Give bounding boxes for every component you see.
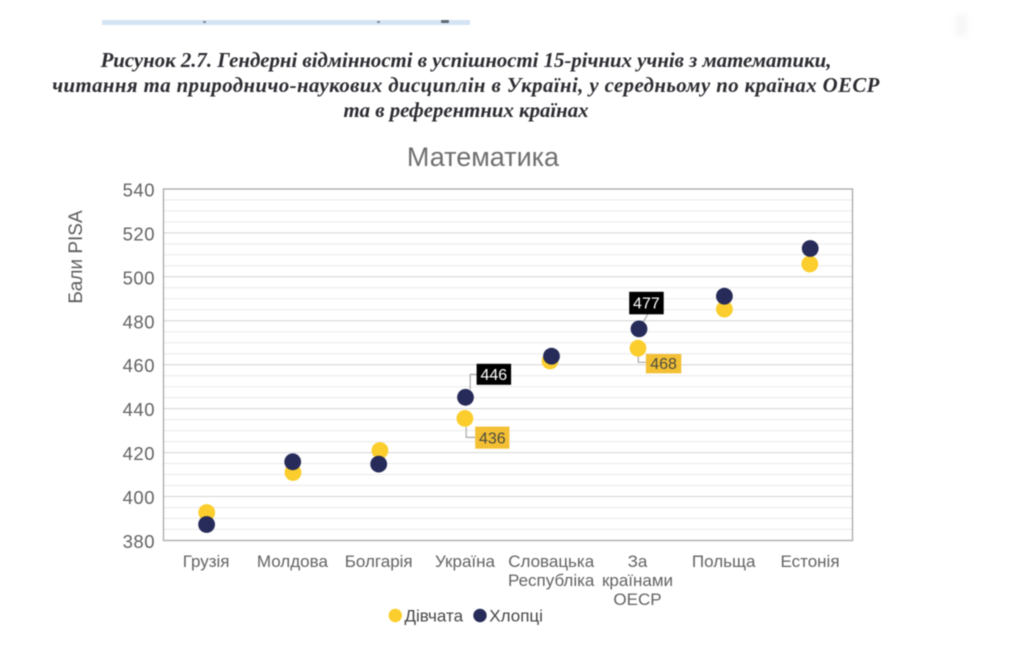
svg-text:420: 420 xyxy=(123,443,155,464)
svg-text:540: 540 xyxy=(123,180,155,201)
svg-text:477: 477 xyxy=(633,296,660,313)
svg-text:460: 460 xyxy=(123,355,155,376)
svg-text:Естонія: Естонія xyxy=(780,552,839,571)
svg-text:446: 446 xyxy=(480,367,507,384)
svg-text:Словацька: Словацька xyxy=(508,552,595,571)
svg-text:520: 520 xyxy=(123,223,155,244)
svg-text:Дівчата: Дівчата xyxy=(405,607,464,626)
svg-text:436: 436 xyxy=(479,431,506,448)
svg-text:500: 500 xyxy=(123,267,155,288)
svg-text:Польща: Польща xyxy=(692,552,756,571)
svg-text:468: 468 xyxy=(650,356,677,373)
svg-text:Бали PISA: Бали PISA xyxy=(66,210,87,304)
svg-text:Болгарія: Болгарія xyxy=(345,552,413,571)
svg-text:400: 400 xyxy=(123,487,155,508)
svg-text:380: 380 xyxy=(123,531,155,552)
svg-text:країнами: країнами xyxy=(602,571,673,590)
svg-text:Хлопці: Хлопці xyxy=(489,607,543,626)
svg-text:Україна: Україна xyxy=(435,552,495,571)
svg-text:Республіка: Республіка xyxy=(508,571,595,590)
svg-text:440: 440 xyxy=(123,399,155,420)
svg-text:480: 480 xyxy=(123,311,155,332)
svg-text:Математика: Математика xyxy=(407,142,560,172)
svg-text:За: За xyxy=(628,552,648,571)
svg-text:Молдова: Молдова xyxy=(257,552,329,571)
svg-text:Грузія: Грузія xyxy=(183,552,230,571)
svg-text:ОЕСР: ОЕСР xyxy=(613,590,661,609)
